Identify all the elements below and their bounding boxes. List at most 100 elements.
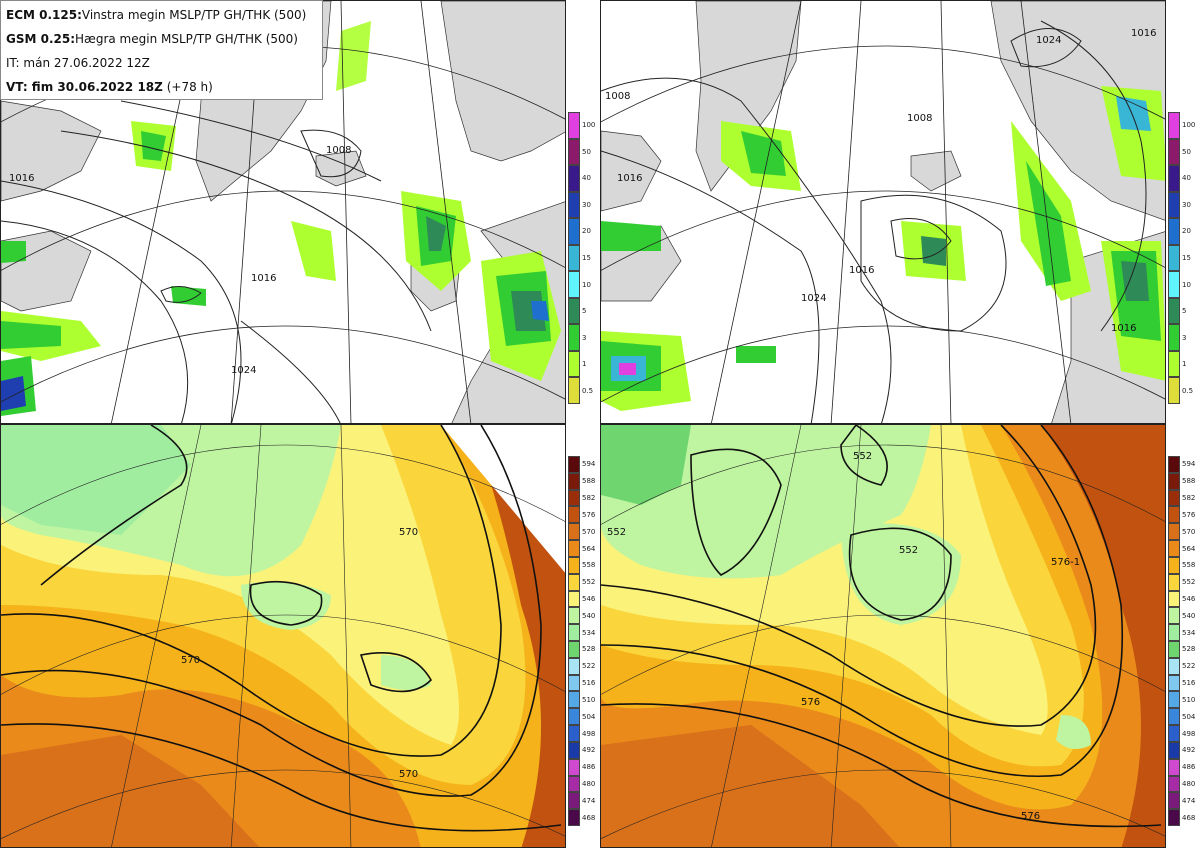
ecm-model-label: ECM 0.125: xyxy=(6,8,82,22)
precip-tick-label: 30 xyxy=(1182,200,1191,209)
thickness-swatch xyxy=(1168,741,1180,759)
precip-swatch xyxy=(1168,138,1180,166)
isobar-label: 1008 xyxy=(605,91,630,102)
ecm-description: Vinstra megin MSLP/TP GH/THK (500) xyxy=(81,8,307,22)
thickness-tick-label: 468 xyxy=(1182,813,1196,822)
precip-colorbar-right: 100 50 40 30 20 15 10 5 3 1 0.5 xyxy=(1168,112,1200,404)
precip-tick-label: 5 xyxy=(1182,307,1187,316)
thickness-swatch xyxy=(568,556,580,574)
isobar-label: 1008 xyxy=(907,113,932,124)
thickness-swatch xyxy=(568,489,580,507)
thickness-swatch xyxy=(568,708,580,726)
thickness-tick-label: 558 xyxy=(1182,561,1196,570)
thickness-tick-label: 522 xyxy=(1182,662,1196,671)
thickness-tick-label: 492 xyxy=(1182,746,1196,755)
height-label: 570 xyxy=(399,769,418,780)
thickness-swatch xyxy=(568,775,580,793)
thickness-tick-label: 498 xyxy=(1182,729,1196,738)
thickness-swatch xyxy=(1168,775,1180,793)
thickness-swatch xyxy=(568,674,580,692)
isobar-label: 1024 xyxy=(801,293,826,304)
gsm-model-label: GSM 0.25: xyxy=(6,32,76,46)
thickness-tick-label: 594 xyxy=(582,460,596,469)
thickness-tick-label: 486 xyxy=(582,763,596,772)
thickness-tick-label: 546 xyxy=(1182,594,1196,603)
thickness-tick-label: 588 xyxy=(582,477,596,486)
valid-time: VT: fim 30.06.2022 18Z xyxy=(6,80,163,94)
height-label: 576 xyxy=(801,697,820,708)
precip-tick-label: 5 xyxy=(582,307,587,316)
isobar-label: 1016 xyxy=(1111,323,1136,334)
height-label: 570 xyxy=(399,527,418,538)
thickness-tick-label: 510 xyxy=(582,695,596,704)
ecm-thickness-panel: 570 570 570 xyxy=(0,424,566,848)
precip-tick-label: 15 xyxy=(582,254,591,262)
thickness-swatch xyxy=(1168,607,1180,625)
thickness-tick-label: 480 xyxy=(582,779,596,788)
precip-tick-label: 1 xyxy=(1182,360,1187,369)
precip-swatch xyxy=(568,165,580,192)
precip-tick-label: 40 xyxy=(1182,174,1191,183)
precip-swatch xyxy=(1168,297,1180,325)
thickness-swatch xyxy=(568,573,580,591)
height-label: 552 xyxy=(899,545,918,556)
precip-tick-label: 10 xyxy=(582,280,591,289)
precip-swatch xyxy=(1168,271,1180,298)
thickness-tick-label: 570 xyxy=(1182,527,1196,536)
thickness-tick-label: 516 xyxy=(582,679,596,688)
thickness-swatch xyxy=(568,624,580,641)
thickness-tick-label: 540 xyxy=(582,611,596,620)
precip-tick-label: 100 xyxy=(582,121,596,130)
precip-tick-label: 1 xyxy=(582,360,587,369)
thickness-tick-label: 516 xyxy=(1182,679,1196,688)
precip-swatch xyxy=(568,324,580,351)
thickness-swatch xyxy=(1168,506,1180,524)
precip-swatch xyxy=(1168,112,1180,139)
precip-swatch xyxy=(568,244,580,272)
thickness-swatch xyxy=(1168,573,1180,591)
thickness-tick-label: 486 xyxy=(1182,763,1196,772)
precip-swatch xyxy=(568,350,580,378)
precip-tick-label: 40 xyxy=(582,174,591,183)
thickness-swatch xyxy=(568,741,580,759)
thickness-swatch xyxy=(1168,708,1180,726)
thickness-tick-label: 582 xyxy=(582,494,596,503)
map-header: ECM 0.125:Vinstra megin MSLP/TP GH/THK (… xyxy=(0,0,323,100)
thickness-tick-label: 588 xyxy=(1182,477,1196,486)
thickness-tick-label: 558 xyxy=(582,561,596,570)
thickness-swatch xyxy=(568,725,580,742)
valid-time-line: VT: fim 30.06.2022 18Z (+78 h) xyxy=(6,77,317,101)
isobar-label: 1024 xyxy=(1036,35,1061,46)
thickness-swatch xyxy=(568,809,580,826)
gsm-mslp-map: 1024 1008 1016 1016 1016 1024 1016 1008 xyxy=(601,1,1165,423)
height-label: 576 xyxy=(1021,811,1040,822)
thickness-tick-label: 468 xyxy=(582,813,596,822)
thickness-colorbar-left: 594 588 582 576 570 564 558 552 546 540 534 528 522 5… xyxy=(568,456,602,826)
precip-tick-label: 20 xyxy=(582,227,591,236)
thickness-tick-label: 564 xyxy=(1182,544,1196,553)
thickness-tick-label: 498 xyxy=(582,729,596,738)
precip-swatch xyxy=(568,112,580,139)
thickness-swatch xyxy=(1168,556,1180,574)
header-gsm-line: GSM 0.25:Hægra megin MSLP/TP GH/THK (500… xyxy=(6,29,317,53)
ecm-thickness-map: 570 570 570 xyxy=(1,425,565,847)
thickness-swatch xyxy=(1168,691,1180,709)
thickness-tick-label: 540 xyxy=(1182,611,1196,620)
precip-swatch xyxy=(1168,191,1180,219)
gsm-mslp-panel: 1024 1008 1016 1016 1016 1024 1016 1008 xyxy=(600,0,1166,424)
precip-swatch xyxy=(568,218,580,245)
thickness-swatch xyxy=(568,758,580,776)
thickness-swatch xyxy=(568,641,580,658)
gsm-description: Hægra megin MSLP/TP GH/THK (500) xyxy=(75,32,298,46)
thickness-swatch xyxy=(568,540,580,557)
precip-tick-label: 30 xyxy=(582,200,591,209)
precip-tick-label: 15 xyxy=(1182,254,1191,262)
height-label: 570 xyxy=(181,655,200,666)
precip-tick-label: 50 xyxy=(1182,147,1191,156)
gsm-thickness-panel: 552 552 552 576 576 576-1 xyxy=(600,424,1166,848)
isobar-label: 1016 xyxy=(849,265,874,276)
precip-tick-label: 10 xyxy=(1182,280,1191,289)
thickness-tick-label: 504 xyxy=(1182,712,1196,721)
thickness-tick-label: 570 xyxy=(582,527,596,536)
thickness-swatch xyxy=(1168,456,1180,473)
